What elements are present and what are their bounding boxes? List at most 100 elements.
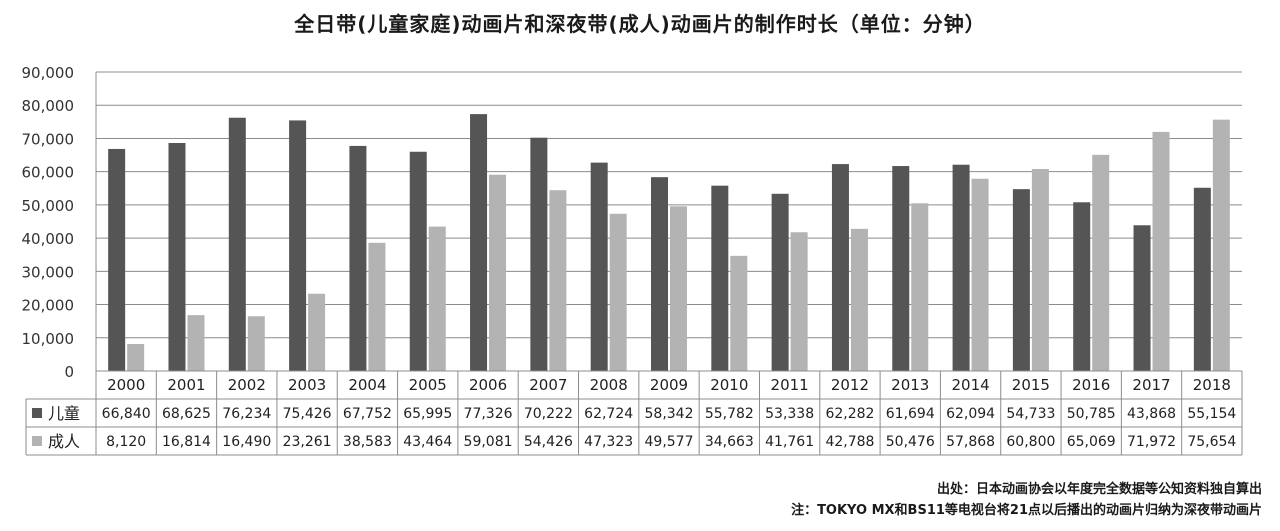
bar-adult-2017 bbox=[1152, 131, 1170, 371]
data-label: 53,338 bbox=[765, 406, 814, 422]
data-label: 54,733 bbox=[1006, 406, 1055, 422]
bar-adult-2011 bbox=[790, 232, 808, 371]
data-label: 54,426 bbox=[524, 434, 573, 450]
data-label: 49,577 bbox=[645, 434, 694, 450]
x-tick-label: 2012 bbox=[831, 376, 869, 394]
bar-adult-2003 bbox=[308, 293, 326, 371]
x-tick-label: 2000 bbox=[107, 376, 145, 394]
bar-adult-2015 bbox=[1031, 169, 1049, 371]
bar-children-2011 bbox=[771, 193, 789, 371]
data-label: 62,282 bbox=[825, 406, 874, 422]
data-label: 71,972 bbox=[1127, 434, 1176, 450]
x-tick-label: 2006 bbox=[469, 376, 507, 394]
data-label: 50,785 bbox=[1067, 406, 1116, 422]
x-tick-label: 2009 bbox=[650, 376, 688, 394]
data-label: 57,868 bbox=[946, 434, 995, 450]
x-tick-label: 2004 bbox=[348, 376, 386, 394]
bar-children-2018 bbox=[1193, 187, 1211, 371]
bar-children-2016 bbox=[1073, 202, 1091, 371]
x-tick-label: 2014 bbox=[951, 376, 989, 394]
y-tick-label: 20,000 bbox=[22, 297, 75, 315]
x-tick-label: 2001 bbox=[167, 376, 205, 394]
data-label: 16,490 bbox=[222, 434, 271, 450]
data-label: 50,476 bbox=[886, 434, 935, 450]
data-table: 2000 2001 2002 2003 2004 2005 2006 2007 2008 2009… bbox=[25, 370, 1243, 456]
data-label: 68,625 bbox=[162, 406, 211, 422]
x-tick-label: 2002 bbox=[228, 376, 266, 394]
y-tick-label: 0 bbox=[64, 363, 74, 381]
data-label: 23,261 bbox=[283, 434, 332, 450]
bar-adult-2006 bbox=[489, 174, 507, 371]
y-tick-label: 90,000 bbox=[22, 64, 75, 82]
bar-children-2001 bbox=[168, 143, 186, 371]
bar-adult-2016 bbox=[1092, 154, 1110, 371]
bar-adult-2012 bbox=[850, 228, 868, 371]
x-tick-label: 2017 bbox=[1132, 376, 1170, 394]
x-tick-label: 2013 bbox=[891, 376, 929, 394]
bar-children-2006 bbox=[470, 114, 488, 372]
data-label: 65,069 bbox=[1067, 434, 1116, 450]
data-label: 67,752 bbox=[343, 406, 392, 422]
bar-adult-2004 bbox=[368, 242, 386, 371]
source-note: 出处：日本动画协会以年度完全数据等公知资料独自算出 bbox=[936, 482, 1262, 497]
bar-children-2010 bbox=[711, 185, 729, 371]
x-tick-label: 2011 bbox=[771, 376, 809, 394]
data-label: 43,464 bbox=[403, 434, 452, 450]
data-label: 8,120 bbox=[106, 434, 146, 450]
bar-children-2002 bbox=[228, 117, 246, 372]
y-tick-label: 50,000 bbox=[22, 197, 75, 215]
y-axis-ticks: 0 10,000 20,000 30,000 40,000 50,000 60,000 70,… bbox=[22, 64, 75, 381]
x-tick-label: 2010 bbox=[710, 376, 748, 394]
y-tick-label: 30,000 bbox=[22, 263, 75, 281]
data-label: 62,094 bbox=[946, 406, 995, 422]
bar-children-2015 bbox=[1012, 189, 1030, 371]
data-label: 76,234 bbox=[222, 406, 271, 422]
bar-adult-2013 bbox=[911, 203, 929, 371]
x-tick-label: 2007 bbox=[529, 376, 567, 394]
data-label: 58,342 bbox=[645, 406, 694, 422]
x-tick-label: 2015 bbox=[1012, 376, 1050, 394]
bar-adult-2010 bbox=[730, 255, 748, 371]
bar-children-2013 bbox=[892, 166, 910, 371]
x-tick-label: 2005 bbox=[409, 376, 447, 394]
bar-children-2009 bbox=[651, 177, 668, 371]
data-label: 70,222 bbox=[524, 406, 573, 422]
x-tick-label: 2016 bbox=[1072, 376, 1110, 394]
y-tick-label: 10,000 bbox=[22, 330, 75, 348]
bar-children-2014 bbox=[952, 164, 970, 371]
data-label: 77,326 bbox=[464, 406, 513, 422]
data-label: 42,788 bbox=[825, 434, 874, 450]
y-tick-label: 60,000 bbox=[22, 164, 75, 182]
data-label: 43,868 bbox=[1127, 406, 1176, 422]
data-label: 59,081 bbox=[464, 434, 513, 450]
bar-children-2008 bbox=[590, 162, 608, 371]
y-tick-label: 70,000 bbox=[22, 130, 75, 148]
bar-adult-2008 bbox=[609, 213, 627, 371]
y-tick-label: 40,000 bbox=[22, 230, 75, 248]
bars bbox=[108, 114, 1230, 372]
bar-children-2012 bbox=[831, 164, 849, 371]
y-tick-label: 80,000 bbox=[22, 97, 75, 115]
grid-lines bbox=[95, 71, 1242, 371]
bar-adult-2005 bbox=[428, 226, 446, 371]
data-label: 38,583 bbox=[343, 434, 392, 450]
chart-title: 全日带(儿童家庭)动画片和深夜带(成人)动画片的制作时长（单位：分钟） bbox=[294, 12, 986, 36]
data-label: 47,323 bbox=[584, 434, 633, 450]
data-label: 60,800 bbox=[1006, 434, 1055, 450]
legend-swatch-adult bbox=[32, 436, 42, 446]
data-label: 16,814 bbox=[162, 434, 211, 450]
data-label: 61,694 bbox=[886, 406, 935, 422]
data-label: 65,995 bbox=[403, 406, 452, 422]
bar-children-2000 bbox=[108, 148, 126, 371]
legend-label: 成人 bbox=[48, 432, 80, 451]
legend-label: 儿童 bbox=[48, 404, 80, 423]
bar-adult-2009 bbox=[670, 206, 687, 371]
x-tick-label: 2008 bbox=[590, 376, 628, 394]
bar-adult-2001 bbox=[187, 315, 205, 371]
bar-adult-2000 bbox=[127, 344, 145, 371]
data-label: 41,761 bbox=[765, 434, 814, 450]
data-label: 55,154 bbox=[1187, 406, 1236, 422]
bar-adult-2014 bbox=[971, 178, 989, 371]
data-label: 62,724 bbox=[584, 406, 633, 422]
